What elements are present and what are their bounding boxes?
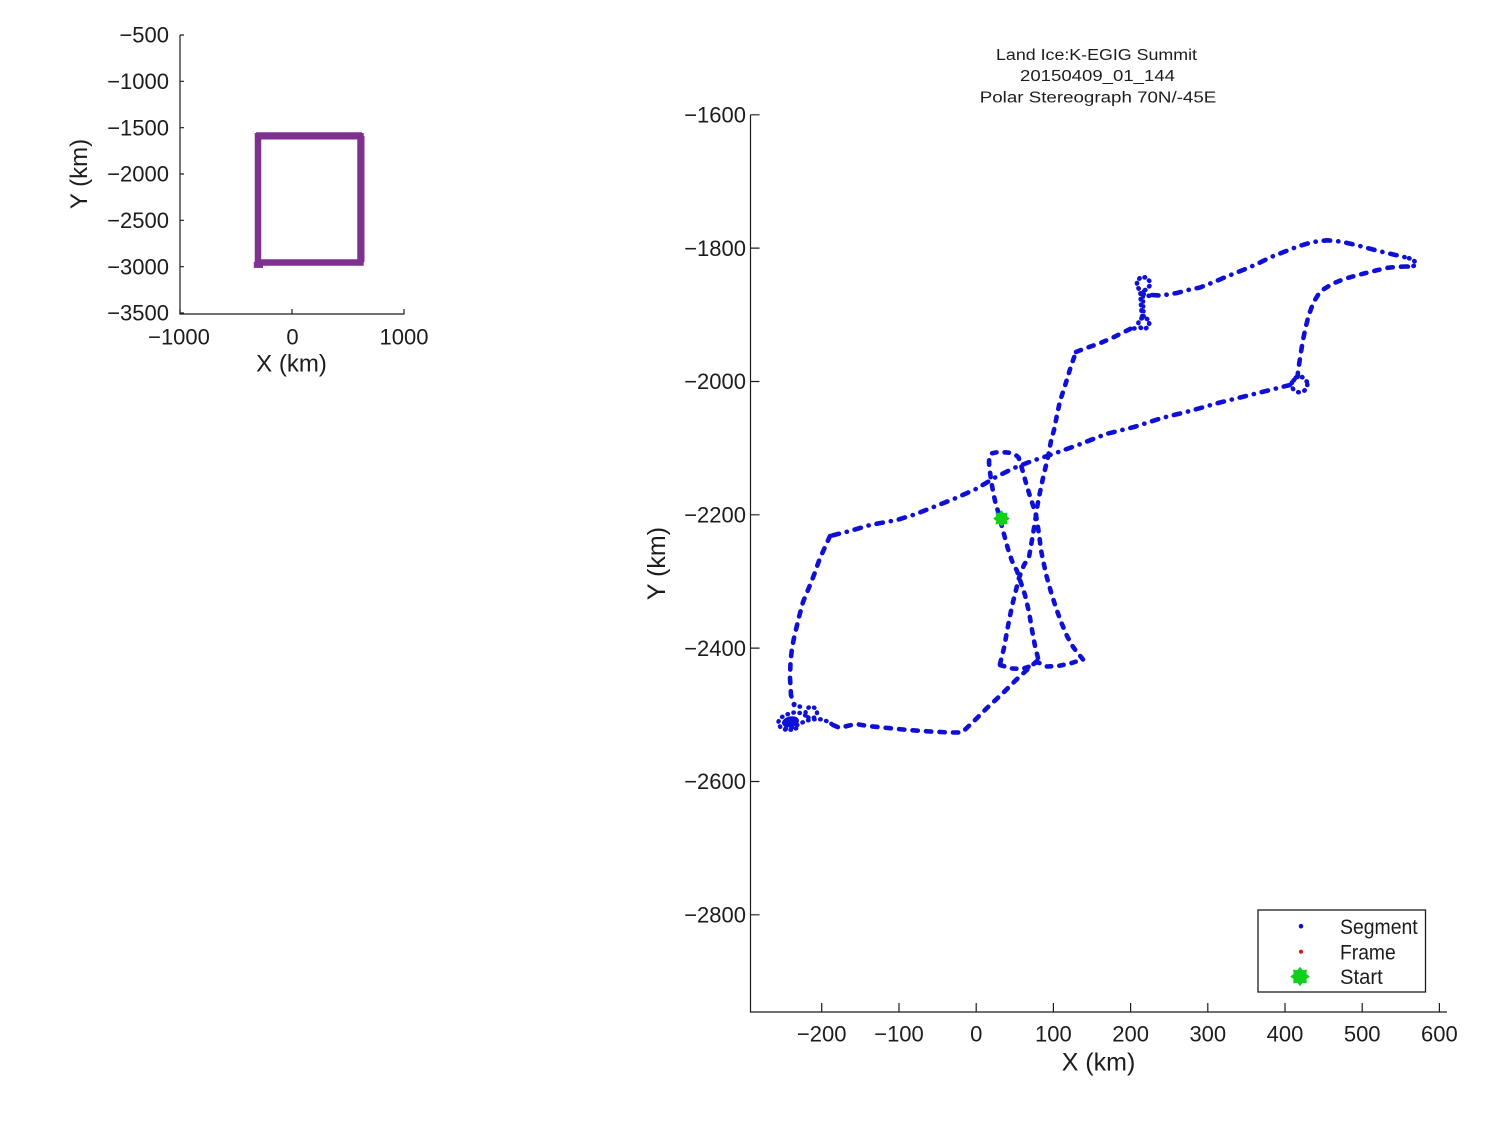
svg-text:600: 600 <box>1421 1022 1458 1047</box>
svg-text:Start: Start <box>1340 965 1383 989</box>
svg-text:−2200: −2200 <box>684 503 746 528</box>
svg-text:1000: 1000 <box>380 324 429 349</box>
svg-text:−2600: −2600 <box>684 769 746 794</box>
svg-text:−100: −100 <box>874 1022 924 1047</box>
svg-text:−200: −200 <box>797 1022 847 1047</box>
svg-text:300: 300 <box>1189 1022 1226 1047</box>
svg-text:0: 0 <box>286 324 298 349</box>
svg-text:−3000: −3000 <box>107 254 169 279</box>
svg-text:−2000: −2000 <box>107 162 169 187</box>
svg-text:−2400: −2400 <box>684 636 746 661</box>
svg-text:100: 100 <box>1035 1022 1072 1047</box>
svg-text:−2800: −2800 <box>684 903 746 928</box>
svg-text:X (km): X (km) <box>256 350 327 377</box>
svg-text:−1000: −1000 <box>148 324 210 349</box>
svg-text:500: 500 <box>1344 1022 1381 1047</box>
svg-text:−2500: −2500 <box>107 208 169 233</box>
svg-text:Y (km): Y (km) <box>66 139 93 209</box>
svg-text:−500: −500 <box>119 23 169 48</box>
svg-text:X (km): X (km) <box>1062 1049 1136 1077</box>
svg-text:Frame: Frame <box>1340 940 1396 964</box>
svg-text:200: 200 <box>1112 1022 1149 1047</box>
svg-text:Y (km): Y (km) <box>643 527 671 600</box>
svg-text:400: 400 <box>1267 1022 1304 1047</box>
svg-text:−2000: −2000 <box>684 369 746 394</box>
svg-text:0: 0 <box>970 1022 982 1047</box>
svg-text:Land Ice:K-EGIG Summit: Land Ice:K-EGIG Summit <box>996 47 1198 64</box>
svg-text:20150409_01_144: 20150409_01_144 <box>1020 68 1175 85</box>
svg-text:−1000: −1000 <box>107 69 169 94</box>
svg-text:Polar Stereograph 70N/-45E: Polar Stereograph 70N/-45E <box>980 90 1217 107</box>
svg-text:−1600: −1600 <box>684 103 746 128</box>
svg-text:−1800: −1800 <box>684 236 746 261</box>
svg-text:Segment: Segment <box>1340 915 1418 939</box>
svg-text:−3500: −3500 <box>107 301 169 326</box>
svg-text:−1500: −1500 <box>107 115 169 140</box>
